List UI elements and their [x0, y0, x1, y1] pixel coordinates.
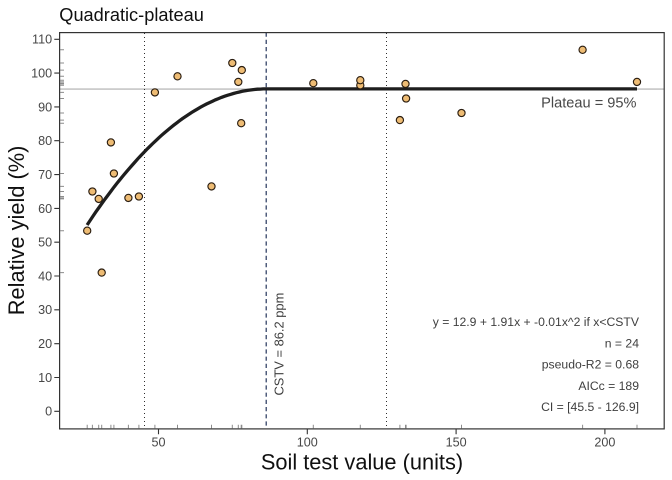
- svg-text:AICc = 189: AICc = 189: [578, 379, 639, 393]
- svg-text:Soil test value (units): Soil test value (units): [261, 449, 463, 474]
- svg-text:40: 40: [38, 269, 52, 283]
- svg-text:30: 30: [38, 303, 52, 317]
- svg-text:50: 50: [38, 236, 52, 250]
- svg-text:70: 70: [38, 168, 52, 182]
- svg-text:n = 24: n = 24: [605, 336, 639, 350]
- svg-text:Relative yield (%): Relative yield (%): [4, 146, 29, 316]
- svg-text:200: 200: [594, 436, 615, 450]
- svg-text:y = 12.9 + 1.91x + -0.01x^2 if: y = 12.9 + 1.91x + -0.01x^2 if x<CSTV: [433, 315, 640, 329]
- svg-text:10: 10: [38, 371, 52, 385]
- svg-text:50: 50: [151, 436, 165, 450]
- svg-text:Quadratic-plateau: Quadratic-plateau: [59, 5, 204, 25]
- svg-text:CSTV = 86.2 ppm: CSTV = 86.2 ppm: [272, 293, 287, 396]
- svg-text:Plateau = 95%: Plateau = 95%: [541, 95, 636, 111]
- svg-text:90: 90: [38, 100, 52, 114]
- svg-text:100: 100: [297, 436, 318, 450]
- svg-text:0: 0: [45, 405, 52, 419]
- svg-text:110: 110: [32, 33, 52, 47]
- svg-text:60: 60: [38, 202, 52, 216]
- svg-text:100: 100: [31, 67, 52, 81]
- svg-text:pseudo-R2 = 0.68: pseudo-R2 = 0.68: [542, 358, 639, 372]
- svg-text:80: 80: [38, 134, 52, 148]
- svg-text:CI = [45.5 - 126.9]: CI = [45.5 - 126.9]: [541, 400, 639, 414]
- svg-text:20: 20: [38, 337, 52, 351]
- svg-text:150: 150: [446, 436, 467, 450]
